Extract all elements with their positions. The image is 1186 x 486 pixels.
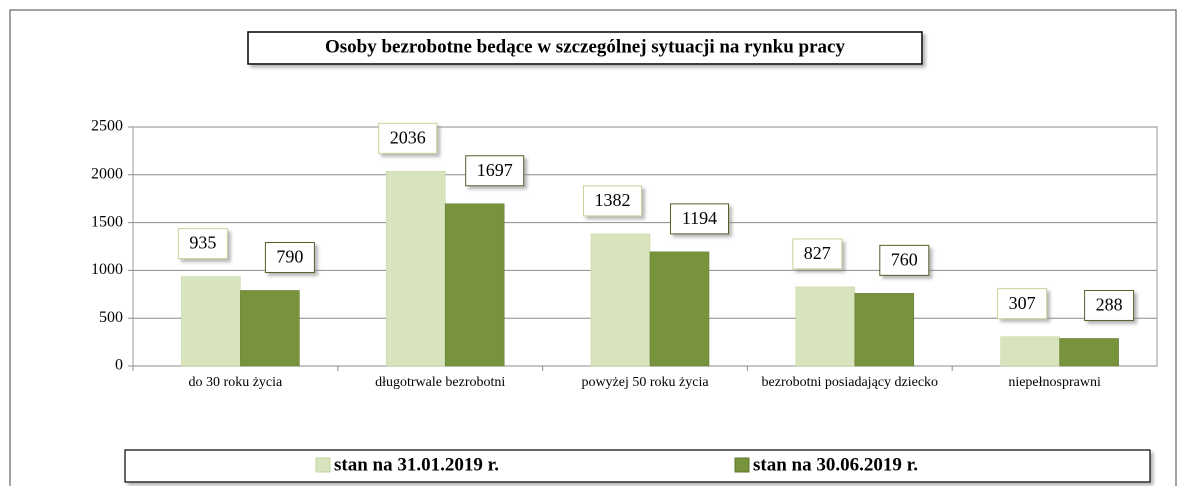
- data-label: 288: [1096, 295, 1123, 315]
- data-label: 1194: [682, 208, 717, 228]
- y-tick-label: 2000: [91, 165, 123, 182]
- data-label: 2036: [390, 127, 426, 147]
- data-label-box: [1084, 289, 1135, 321]
- x-tick-label-box: do 30 roku życia: [188, 375, 283, 390]
- y-tick-label: 0: [115, 357, 123, 374]
- legend-label: stan na 31.01.2019 r.: [334, 454, 499, 475]
- data-label: 307: [1009, 293, 1036, 313]
- y-tick-label: 1500: [91, 213, 123, 230]
- x-tick-label: do 30 roku życia: [188, 375, 283, 390]
- data-label-box: [997, 288, 1048, 320]
- data-label: 1382: [595, 190, 631, 210]
- bar: [1000, 336, 1060, 367]
- y-tick-label: 2500: [91, 118, 123, 135]
- data-label-box: [583, 185, 642, 217]
- y-tick-label: 1000: [91, 261, 123, 278]
- x-tick-label: powyżej 50 roku życia: [581, 375, 709, 390]
- data-label-box: [378, 122, 438, 154]
- x-tick-label-box: długotrwale bezrobotni: [375, 375, 506, 390]
- bar: [181, 276, 241, 367]
- legend-label: stan na 30.06.2019 r.: [753, 454, 918, 475]
- bar: [385, 171, 446, 367]
- data-label-box: [177, 228, 228, 260]
- data-label-box: [465, 155, 525, 187]
- bar: [1059, 338, 1119, 367]
- data-label: 760: [891, 249, 918, 269]
- x-tick-label-box: niepełnosprawni: [1008, 375, 1101, 390]
- data-label-box: [670, 203, 729, 235]
- legend-swatch: [734, 457, 750, 473]
- data-label: 1697: [477, 160, 513, 180]
- bar: [649, 251, 710, 367]
- x-tick-label-box: bezrobotni posiadający dziecko: [761, 375, 939, 390]
- bar: [795, 286, 856, 367]
- title-box: [247, 31, 923, 65]
- x-tick-label: bezrobotni posiadający dziecko: [761, 375, 939, 390]
- x-tick-label-box: powyżej 50 roku życia: [581, 375, 709, 390]
- data-label: 935: [189, 233, 216, 253]
- bar: [854, 293, 915, 367]
- y-tick-label: 500: [99, 309, 123, 326]
- x-tick-label: długotrwale bezrobotni: [375, 375, 506, 390]
- data-label: 790: [276, 247, 303, 267]
- chart-title: Osoby bezrobotne bedące w szczególnej sy…: [325, 36, 846, 57]
- data-label-box: [264, 241, 315, 273]
- data-label-box: [792, 238, 843, 270]
- bar: [240, 290, 300, 367]
- x-tick-label: niepełnosprawni: [1008, 375, 1101, 390]
- data-label-box: [879, 244, 930, 276]
- legend-box: [124, 449, 1151, 483]
- bar: [590, 233, 651, 367]
- legend-swatch: [315, 457, 331, 473]
- data-label: 827: [804, 243, 831, 263]
- bar: [444, 203, 505, 367]
